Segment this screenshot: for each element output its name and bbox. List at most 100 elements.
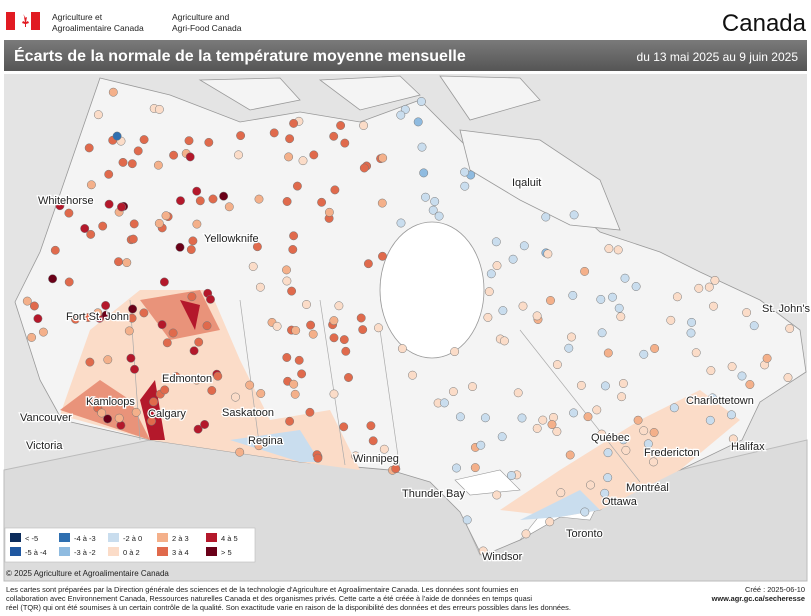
station-dot — [498, 306, 508, 316]
station-dot — [470, 463, 480, 473]
station-dot — [188, 236, 198, 246]
station-dot — [631, 282, 641, 291]
station-dot — [569, 210, 579, 220]
station-dot — [508, 254, 518, 264]
station-dot — [128, 304, 138, 314]
station-dot — [672, 292, 682, 302]
station-dot — [686, 328, 696, 338]
station-dot — [126, 353, 136, 363]
station-dot — [329, 131, 339, 141]
station-dot — [745, 380, 755, 389]
station-dot — [541, 212, 551, 222]
station-dot — [706, 366, 716, 376]
station-dot — [86, 180, 96, 190]
station-dot — [416, 97, 426, 106]
station-dot — [64, 277, 74, 287]
station-dot — [507, 471, 516, 480]
station-dot — [285, 134, 295, 144]
station-dot — [297, 369, 307, 379]
station-dot — [580, 266, 590, 276]
station-dot — [391, 464, 401, 474]
station-dot — [131, 407, 141, 417]
station-dot — [200, 420, 210, 429]
station-dot — [234, 150, 243, 160]
station-dot — [618, 379, 628, 388]
station-dot — [492, 261, 502, 271]
station-dot — [569, 408, 579, 418]
station-dot — [439, 398, 449, 408]
station-dot — [269, 128, 279, 138]
dept-en: Agri-Food Canada — [172, 23, 242, 33]
station-dot — [639, 426, 649, 436]
station-dot — [112, 131, 122, 141]
city-label: Ottawa — [602, 496, 638, 508]
station-dot — [189, 346, 199, 356]
station-dot — [159, 277, 169, 287]
copyright: © 2025 Agriculture et Agroalimentaire Ca… — [6, 569, 169, 578]
station-dot — [478, 546, 488, 556]
station-dot — [235, 447, 245, 457]
station-dot — [292, 181, 302, 191]
dept-fr: Agriculture et — [52, 12, 103, 22]
station-dot — [313, 453, 323, 463]
station-dot — [114, 413, 124, 423]
station-dot — [122, 258, 132, 268]
station-dot — [329, 389, 339, 399]
station-dot — [272, 321, 282, 331]
station-dot — [649, 457, 658, 467]
legend-swatch — [10, 547, 21, 556]
station-dot — [428, 205, 438, 215]
station-dot — [282, 265, 291, 275]
station-dot — [491, 237, 501, 247]
station-dot — [153, 160, 163, 170]
legend-swatch — [108, 533, 119, 542]
station-dot — [499, 336, 509, 346]
station-dot — [55, 201, 65, 211]
station-dot — [650, 344, 660, 353]
station-dot — [567, 332, 576, 342]
station-dot — [552, 360, 562, 370]
dept-fr: Agroalimentaire Canada — [52, 23, 144, 33]
station-dot — [580, 507, 590, 517]
station-dot — [396, 110, 406, 120]
station-dot — [154, 104, 164, 114]
city-label: Edmonton — [162, 373, 212, 385]
cool-area — [230, 430, 600, 520]
station-dot — [484, 287, 494, 297]
station-dot — [206, 294, 215, 304]
station-dot — [455, 412, 465, 422]
station-dot — [294, 355, 304, 365]
station-dot — [168, 328, 178, 338]
station-dot — [421, 192, 430, 202]
station-dot — [104, 169, 114, 179]
station-dot — [161, 211, 171, 221]
station-dot — [117, 202, 126, 212]
created-date: Créé : 2025-06-10 — [745, 585, 805, 594]
station-dot — [305, 407, 315, 417]
station-dot — [486, 269, 496, 279]
station-dot — [187, 292, 197, 302]
station-dot — [139, 308, 149, 318]
station-dot — [284, 152, 294, 162]
city-label: Québec — [591, 432, 630, 444]
station-dot — [127, 313, 137, 323]
station-dot — [330, 185, 340, 195]
station-dot — [377, 198, 387, 208]
station-dot — [149, 397, 159, 407]
station-dot — [538, 415, 548, 425]
station-dot — [71, 314, 80, 324]
station-dot — [85, 357, 95, 367]
station-dot — [762, 353, 772, 363]
station-dot — [288, 245, 298, 254]
station-dot — [127, 159, 137, 169]
station-dot — [219, 191, 229, 201]
legend-label: -5 à -4 — [25, 548, 47, 557]
station-dot — [306, 320, 316, 330]
station-dot — [38, 327, 48, 337]
city-label: Fredericton — [644, 447, 700, 459]
station-dot — [517, 413, 527, 423]
station-dot — [413, 117, 423, 127]
wordmark: Canada — [722, 10, 807, 37]
station-dot — [749, 321, 759, 331]
station-dot — [231, 392, 240, 402]
